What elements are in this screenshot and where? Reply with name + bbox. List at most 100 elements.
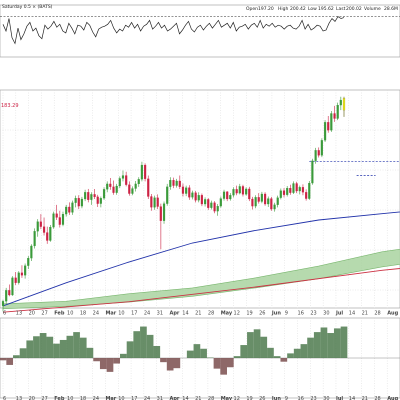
histogram-bar [146,334,154,359]
candle-body [27,258,30,266]
histogram-bar [260,336,268,358]
x-axis-tick-label: 16 [298,311,304,317]
candle-body [200,195,204,205]
candle-body [144,164,147,179]
x-axis-tick-label: 31 [157,311,163,317]
candle-body [270,198,273,210]
histogram-x-axis-tick-label: 24 [144,396,150,400]
histogram-bar [247,332,254,358]
histogram-x-axis-tick-label: 19 [246,396,252,400]
candle-body [339,99,342,106]
histogram-x-axis-tick-label: 16 [298,396,304,400]
candle-body [232,189,235,196]
price-level-label: 183.29 [1,103,19,109]
candle-body [235,189,238,194]
histogram-bar [73,332,80,358]
histogram-x-axis-tick-label: 12 [234,396,240,400]
x-axis-tick-label: Apr [169,311,179,317]
histogram-bar [173,358,181,369]
candle-body [128,184,131,194]
histogram-bar [200,348,207,358]
candle-body [61,213,65,225]
histogram-bar [313,332,321,358]
x-axis-tick-label: 17 [131,311,137,317]
candle-body [175,180,178,186]
histogram-x-axis-tick-label: May [221,396,233,400]
candle-body [24,265,27,276]
candle-body [314,150,317,161]
candle-body [33,231,36,247]
histogram-x-axis-tick-label: 26 [259,396,265,400]
candle-body [156,197,159,207]
candle-body [131,188,134,194]
histogram-bar [6,358,14,365]
candle-body [99,198,102,204]
histogram-bar [193,344,201,359]
candle-body [222,191,226,199]
candle-body [74,198,77,203]
candle-body [8,290,11,296]
candle-body [162,203,166,221]
candle-body [121,175,125,179]
candle-body [46,232,49,241]
candle-body [267,198,270,205]
x-axis-tick-label: 24 [93,311,99,317]
histogram-x-axis-tick-label: 24 [93,396,99,400]
candle-body [150,196,153,208]
candle-body [77,198,80,207]
candle-body [134,183,137,189]
candle-body [204,199,207,205]
x-axis-tick-label: 19 [246,311,252,317]
candle-body [178,180,181,187]
candle-body [327,122,330,131]
candle-body [333,113,336,119]
histogram-x-axis-tick-label: 30 [323,396,329,400]
candle-body [115,185,118,193]
x-axis-tick-label: Mar [105,311,116,317]
candle-body [191,192,194,198]
histogram-bar [293,348,301,358]
candle-body [11,277,14,296]
candle-body [172,180,175,186]
x-axis-tick-label: 24 [144,311,150,317]
histogram-bar [333,328,341,358]
histogram-x-axis-tick-label: 10 [67,396,73,400]
candle-body [330,113,333,131]
price-panel-frame [0,89,400,309]
candle-body [282,190,286,195]
candle-body [197,195,200,201]
x-axis-tick-label: 23 [310,311,316,317]
candle-body [342,98,346,111]
candle-body [311,160,314,184]
open-label: Open [246,6,258,12]
x-axis-tick-label: 12 [234,311,240,317]
x-axis-tick-label: 27 [41,311,47,317]
fast-moving-average-line [2,211,400,307]
candle-body [295,183,298,192]
histogram-bar [106,358,114,372]
histogram-bar [267,347,274,358]
last-label: Last [336,6,346,12]
candle-body [30,245,33,259]
histogram-x-axis-tick-label: Aug [387,396,398,400]
histogram-bar [186,350,194,358]
candle-body [298,187,301,192]
histogram-x-axis-tick-label: 20 [29,396,35,400]
candle-body [112,186,115,193]
x-axis-tick-label: 28 [374,311,380,317]
histogram-bar [307,337,314,358]
x-axis-tick-label: 6 [3,311,6,317]
histogram-bar [93,358,100,362]
x-axis-tick-label: 14 [182,311,188,317]
candle-body [36,221,39,232]
histogram-x-axis-tick-label: 31 [157,396,163,400]
histogram-bar [220,358,227,375]
histogram-x-axis-tick-label: 6 [3,396,6,400]
x-axis-tick-label: Aug [387,311,398,317]
candle-body [17,272,20,283]
candle-body [207,199,210,208]
histogram-bar [287,353,294,359]
candle-body [216,206,219,212]
histogram-bar [53,343,60,358]
